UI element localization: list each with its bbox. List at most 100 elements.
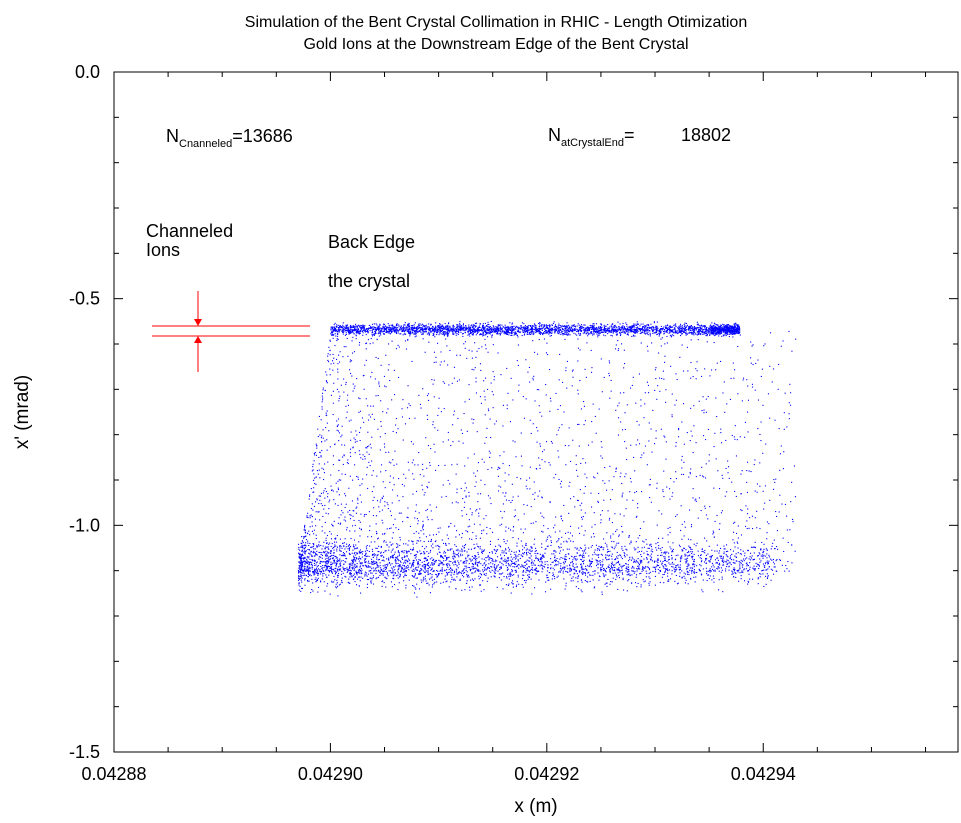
data-point [597, 562, 598, 563]
data-point [552, 578, 553, 579]
data-point [550, 336, 551, 337]
data-point [379, 329, 380, 330]
data-point [708, 560, 709, 561]
data-point [337, 586, 338, 587]
data-point [456, 335, 457, 336]
data-point [465, 325, 466, 326]
data-point [318, 587, 319, 588]
data-point [731, 564, 732, 565]
data-point [574, 567, 575, 568]
data-point [611, 329, 612, 330]
data-point [401, 567, 402, 568]
data-point [607, 324, 608, 325]
data-point [539, 326, 540, 327]
data-point [476, 538, 477, 539]
data-point [514, 335, 515, 336]
data-point [622, 332, 623, 333]
data-point [706, 573, 707, 574]
data-point [489, 329, 490, 330]
data-point [500, 331, 501, 332]
data-point [460, 560, 461, 561]
data-point [630, 329, 631, 330]
data-point [454, 579, 455, 580]
data-point [498, 324, 499, 325]
data-point [423, 329, 424, 330]
data-point [569, 570, 570, 571]
data-point [512, 575, 513, 576]
data-point [477, 570, 478, 571]
data-point [695, 328, 696, 329]
data-point [639, 329, 640, 330]
data-point [591, 563, 592, 564]
data-point [302, 578, 303, 579]
data-point [766, 538, 767, 539]
data-point [669, 329, 670, 330]
data-point [501, 332, 502, 333]
data-point [671, 327, 672, 328]
data-point [626, 324, 627, 325]
data-point [686, 327, 687, 328]
data-point [371, 580, 372, 581]
data-point [526, 570, 527, 571]
data-point [407, 325, 408, 326]
data-point [747, 564, 748, 565]
data-point [691, 325, 692, 326]
data-point [591, 329, 592, 330]
data-point [320, 552, 321, 553]
data-point [358, 570, 359, 571]
data-point [543, 328, 544, 329]
data-point [344, 570, 345, 571]
data-point [335, 323, 336, 324]
data-point [687, 556, 688, 557]
data-point [357, 574, 358, 575]
data-point [723, 553, 724, 554]
data-point [699, 569, 700, 570]
data-point [706, 571, 707, 572]
data-point [642, 327, 643, 328]
data-point [603, 335, 604, 336]
data-point [376, 330, 377, 331]
data-point [367, 584, 368, 585]
data-point [656, 328, 657, 329]
data-point [516, 566, 517, 567]
data-point [574, 328, 575, 329]
data-point [715, 330, 716, 331]
data-point [487, 328, 488, 329]
data-point [597, 550, 598, 551]
data-point [549, 329, 550, 330]
data-point [508, 560, 509, 561]
data-point [685, 333, 686, 334]
data-point [695, 333, 696, 334]
data-point [631, 574, 632, 575]
data-point [694, 544, 695, 545]
data-point [518, 331, 519, 332]
data-point [657, 328, 658, 329]
data-point [336, 330, 337, 331]
data-point [602, 561, 603, 562]
data-point [364, 574, 365, 575]
data-point [356, 557, 357, 558]
data-point [419, 325, 420, 326]
data-point [354, 330, 355, 331]
data-point [502, 331, 503, 332]
data-point [694, 559, 695, 560]
data-point [587, 576, 588, 577]
data-point [648, 561, 649, 562]
data-point [694, 326, 695, 327]
data-point [503, 326, 504, 327]
data-point [642, 571, 643, 572]
data-point [603, 575, 604, 576]
data-point [661, 326, 662, 327]
data-point [377, 567, 378, 568]
data-point [432, 328, 433, 329]
data-point [367, 328, 368, 329]
data-point [599, 332, 600, 333]
data-point [308, 545, 309, 546]
data-point [719, 567, 720, 568]
data-point [539, 324, 540, 325]
data-point [420, 574, 421, 575]
data-point [729, 325, 730, 326]
data-point [712, 326, 713, 327]
data-point [592, 329, 593, 330]
data-point [369, 563, 370, 564]
